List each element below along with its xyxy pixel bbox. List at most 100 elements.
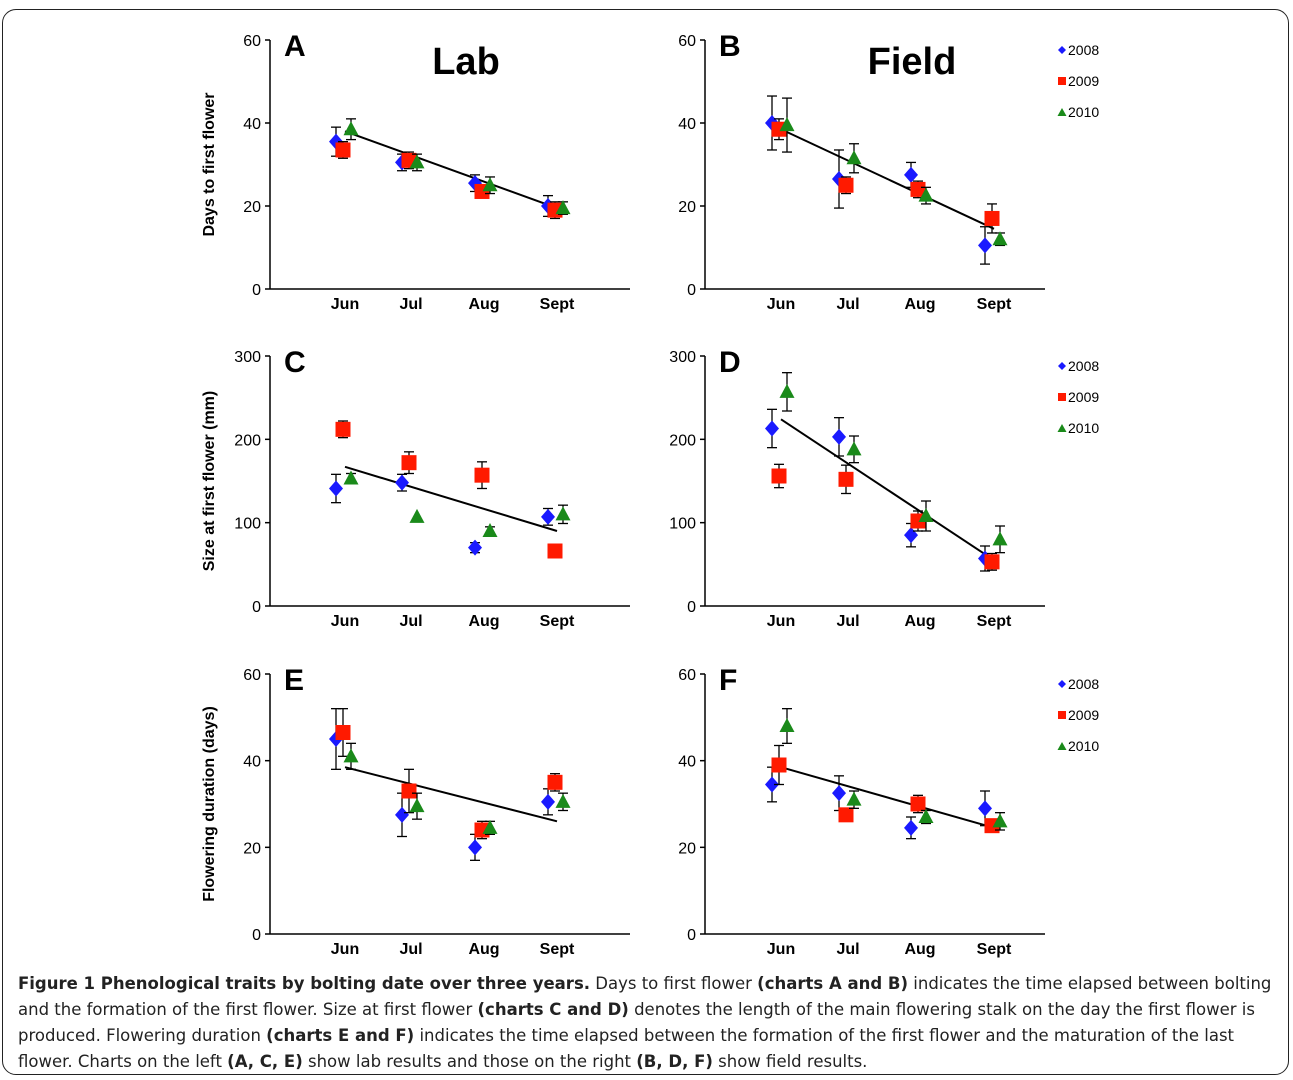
legend-label: 2009 xyxy=(1068,707,1099,723)
y-tick-label: 20 xyxy=(243,840,261,857)
x-tick-label: Aug xyxy=(904,613,935,630)
trend-line xyxy=(780,766,995,829)
legend-label: 2008 xyxy=(1068,42,1099,58)
chart-title: Field xyxy=(868,41,957,83)
panel-label: D xyxy=(719,346,741,379)
point-2010 xyxy=(409,154,425,169)
point-2010 xyxy=(343,121,359,136)
x-tick-label: Jun xyxy=(331,941,359,958)
caption-bold-2: (charts C and D) xyxy=(477,1000,629,1019)
caption-text-1: Days to first flower xyxy=(590,974,758,993)
point-2009 xyxy=(335,421,351,437)
legend-label: 2010 xyxy=(1068,420,1099,436)
point-2009 xyxy=(335,142,351,158)
legend-item-2009: 2009 xyxy=(1058,707,1099,723)
point-2010 xyxy=(779,117,795,132)
y-axis-label: Flowering duration (days) xyxy=(201,706,218,902)
caption-text-4: indicates the time elapsed between the f… xyxy=(18,1026,1235,1071)
figure-caption: Figure 1 Phenological traits by bolting … xyxy=(18,971,1280,1075)
legend-label: 2008 xyxy=(1068,676,1099,692)
y-axis-label: Size at first flower (mm) xyxy=(201,391,218,571)
legend-marker xyxy=(1058,77,1066,85)
x-tick-label: Jul xyxy=(399,613,422,630)
legend-item-2010: 2010 xyxy=(1057,420,1099,436)
y-tick-label: 60 xyxy=(678,667,696,684)
point-2010 xyxy=(343,748,359,763)
legend-item-2010: 2010 xyxy=(1057,738,1099,754)
trend-line xyxy=(780,128,995,230)
point-2010 xyxy=(918,508,934,522)
point-2009 xyxy=(910,181,926,197)
legend-marker xyxy=(1057,108,1067,116)
point-2008 xyxy=(541,508,555,525)
point-2010 xyxy=(555,793,571,808)
x-tick-label: Sept xyxy=(540,296,575,313)
trend-line xyxy=(344,465,558,532)
legend-item-2008: 2008 xyxy=(1058,42,1099,58)
y-tick-label: 60 xyxy=(243,667,261,684)
y-tick-label: 60 xyxy=(243,33,261,50)
legend-label: 2008 xyxy=(1068,358,1099,374)
panel-label: B xyxy=(719,30,741,63)
x-tick-label: Jun xyxy=(767,613,795,630)
y-tick-label: 100 xyxy=(669,516,696,533)
legend-item-2009: 2009 xyxy=(1058,389,1099,405)
y-tick-label: 0 xyxy=(252,282,261,299)
point-2008 xyxy=(904,527,918,544)
x-tick-label: Aug xyxy=(904,296,935,313)
point-2009 xyxy=(838,177,854,193)
x-tick-label: Aug xyxy=(904,941,935,958)
y-tick-label: 200 xyxy=(669,432,696,449)
point-2010 xyxy=(555,506,571,521)
chart-panel-e: 0 20 40 60 Jun Jul Aug Sept Flowering duration (… xyxy=(201,664,630,958)
point-2010 xyxy=(482,523,498,537)
caption-bold-3: (charts E and F) xyxy=(266,1026,415,1045)
y-tick-label: 200 xyxy=(234,432,261,449)
caption-bold-1: (charts A and B) xyxy=(757,974,909,993)
y-tick-label: 0 xyxy=(687,599,696,616)
point-2009 xyxy=(910,796,926,812)
y-tick-label: 300 xyxy=(234,349,261,366)
legend-marker xyxy=(1058,393,1066,401)
point-2009 xyxy=(838,471,854,487)
point-2009 xyxy=(984,554,1000,570)
point-2008 xyxy=(765,420,779,437)
point-2010 xyxy=(992,813,1008,828)
caption-text-3: denotes the length of the main flowering… xyxy=(18,1000,1255,1045)
point-2008 xyxy=(395,806,409,823)
x-tick-label: Jun xyxy=(331,613,359,630)
panel-label: E xyxy=(284,664,304,697)
caption-text-6: show field results. xyxy=(712,1052,868,1071)
point-2008 xyxy=(329,480,343,497)
y-tick-label: 0 xyxy=(252,599,261,616)
y-tick-label: 20 xyxy=(678,199,696,216)
legend-marker xyxy=(1058,362,1066,370)
y-tick-label: 100 xyxy=(234,516,261,533)
x-tick-label: Jun xyxy=(767,941,795,958)
point-2009 xyxy=(474,467,490,483)
x-tick-label: Jul xyxy=(836,296,859,313)
point-2010 xyxy=(779,718,795,732)
y-axis-label: Days to first flower xyxy=(201,92,218,236)
point-2008 xyxy=(468,539,482,556)
point-2009 xyxy=(401,783,417,799)
point-2009 xyxy=(547,774,563,790)
y-tick-label: 20 xyxy=(243,199,261,216)
point-2010 xyxy=(992,231,1008,246)
point-2010 xyxy=(409,508,425,523)
y-tick-label: 40 xyxy=(243,116,261,133)
point-2010 xyxy=(918,187,934,202)
caption-text-2: indicates the time elapsed between bolti… xyxy=(18,974,1272,1019)
y-tick-label: 0 xyxy=(687,927,696,944)
point-2008 xyxy=(832,785,846,802)
y-tick-label: 40 xyxy=(678,754,696,771)
point-2008 xyxy=(765,776,779,793)
x-tick-label: Jun xyxy=(767,296,795,313)
trend-line xyxy=(780,418,995,562)
point-2010 xyxy=(846,441,862,456)
legend-item-2009: 2009 xyxy=(1058,73,1099,89)
point-2008 xyxy=(904,166,918,183)
x-tick-label: Jul xyxy=(836,941,859,958)
chart-panel-d: 0 100 200 300 Jun Jul Aug Sept D 2008 2009 2010 xyxy=(669,346,1099,630)
caption-bold-4: (A, C, E) xyxy=(227,1052,303,1071)
